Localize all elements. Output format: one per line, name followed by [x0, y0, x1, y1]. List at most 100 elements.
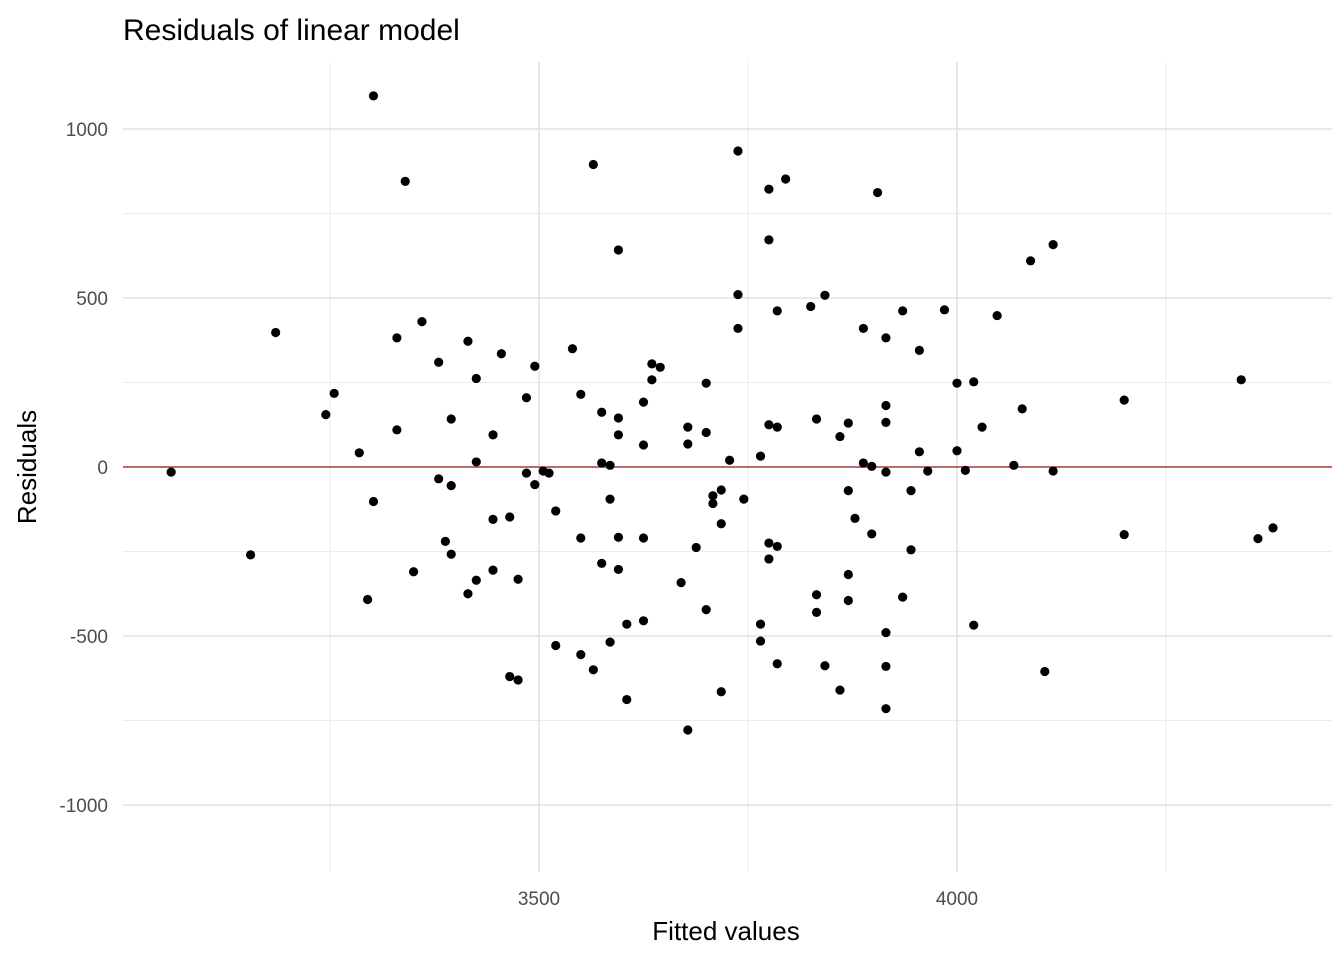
- data-point: [914, 447, 924, 457]
- data-point: [1119, 395, 1129, 405]
- data-point: [392, 425, 402, 435]
- data-point: [613, 564, 624, 575]
- data-point: [613, 430, 624, 440]
- data-point: [960, 465, 970, 475]
- data-point: [969, 620, 979, 630]
- data-point: [434, 474, 444, 484]
- data-point: [505, 671, 515, 682]
- data-point: [488, 430, 498, 440]
- data-point: [463, 336, 473, 346]
- data-point: [1017, 404, 1027, 414]
- y-tick-label: -1000: [59, 796, 108, 817]
- data-point: [843, 486, 853, 496]
- y-tick-label: 500: [76, 289, 108, 310]
- data-point: [446, 414, 456, 424]
- data-point: [764, 420, 774, 430]
- data-point: [440, 536, 450, 546]
- data-point: [321, 410, 331, 420]
- data-point: [764, 235, 774, 245]
- data-point: [1268, 523, 1278, 533]
- data-point: [638, 533, 649, 543]
- data-point: [368, 496, 379, 507]
- data-point: [1025, 256, 1036, 266]
- data-point: [701, 378, 711, 388]
- data-point: [772, 422, 782, 432]
- data-point: [1048, 239, 1058, 250]
- data-point: [368, 91, 379, 101]
- data-point: [329, 388, 339, 398]
- data-point: [977, 422, 987, 432]
- data-point: [613, 532, 624, 542]
- data-point: [638, 440, 649, 450]
- data-point: [530, 479, 540, 490]
- data-point: [409, 567, 419, 577]
- data-point: [708, 491, 718, 501]
- data-point: [835, 685, 845, 695]
- data-point: [898, 592, 908, 602]
- data-point: [488, 514, 498, 524]
- data-point: [701, 427, 711, 438]
- data-point: [806, 301, 816, 312]
- data-point: [881, 467, 891, 477]
- data-point: [733, 323, 743, 334]
- data-point: [576, 649, 586, 660]
- data-point: [850, 513, 860, 523]
- data-point: [576, 533, 586, 543]
- data-point: [488, 565, 498, 575]
- y-tick-label: 1000: [66, 120, 108, 141]
- data-point: [898, 306, 908, 316]
- data-point: [647, 359, 657, 369]
- data-point: [392, 333, 402, 343]
- data-point: [1253, 534, 1263, 544]
- data-point: [764, 184, 774, 194]
- data-point: [716, 519, 726, 529]
- data-point: [622, 694, 632, 705]
- data-point: [613, 413, 624, 423]
- data-point: [521, 393, 532, 403]
- data-point: [638, 397, 649, 407]
- data-point: [952, 446, 962, 456]
- data-point: [683, 439, 693, 449]
- data-point: [781, 174, 791, 184]
- data-point: [1119, 530, 1129, 540]
- data-point: [843, 569, 853, 580]
- data-points-layer: [166, 91, 1278, 735]
- data-point: [1009, 460, 1019, 470]
- data-point: [638, 616, 649, 626]
- data-point: [417, 317, 427, 327]
- data-point: [906, 545, 916, 555]
- data-point: [733, 290, 743, 300]
- data-point: [434, 357, 444, 367]
- data-point: [881, 333, 891, 343]
- data-point: [400, 176, 410, 186]
- data-point: [597, 558, 607, 568]
- data-point: [725, 455, 735, 465]
- data-point: [551, 506, 561, 516]
- data-point: [496, 349, 506, 359]
- data-point: [843, 595, 853, 606]
- data-point: [755, 451, 766, 461]
- data-point: [576, 389, 586, 399]
- x-tick-label: 4000: [936, 889, 978, 910]
- data-point: [843, 418, 853, 428]
- data-point: [1040, 666, 1050, 677]
- data-point: [772, 541, 782, 552]
- data-point: [605, 460, 615, 470]
- data-point: [597, 458, 607, 468]
- data-point: [446, 549, 456, 559]
- data-point: [969, 377, 979, 387]
- x-tick-label: 3500: [518, 889, 560, 910]
- data-point: [1236, 375, 1246, 385]
- data-point: [166, 467, 176, 477]
- data-point: [647, 375, 657, 385]
- data-point: [820, 661, 830, 671]
- data-point: [755, 636, 766, 646]
- data-point: [755, 619, 766, 629]
- data-point: [505, 512, 515, 522]
- data-point: [716, 687, 726, 697]
- data-point: [811, 590, 822, 600]
- data-point: [772, 659, 782, 669]
- data-point: [1048, 466, 1058, 476]
- data-point: [471, 457, 481, 467]
